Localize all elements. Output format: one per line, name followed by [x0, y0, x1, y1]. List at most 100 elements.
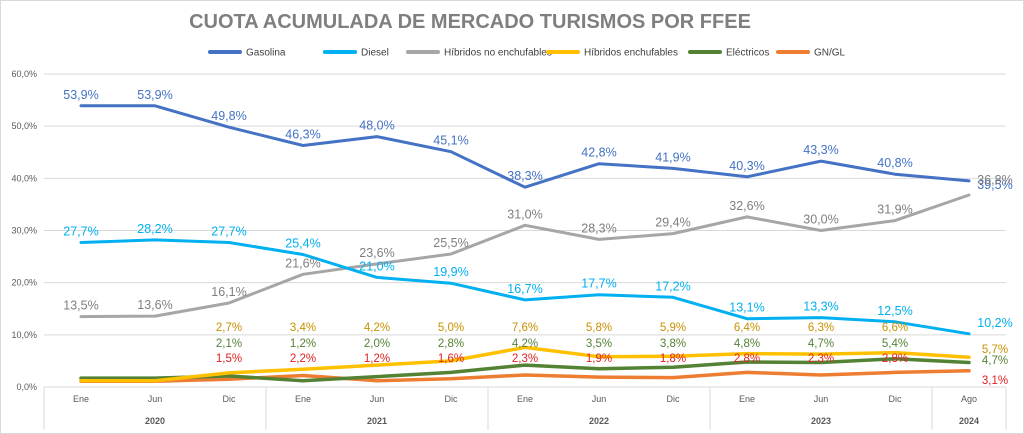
data-label: 28,2% — [137, 222, 172, 236]
x-tick-label: Ene — [73, 394, 89, 404]
data-label: 25,4% — [285, 236, 320, 250]
data-label: 36,8% — [977, 173, 1012, 187]
data-label: 1,2% — [290, 338, 316, 350]
data-label: 32,6% — [729, 199, 764, 213]
legend: Gasolina Diesel Híbridos no enchufables Híb… — [208, 48, 846, 59]
data-label: 4,7% — [982, 355, 1008, 367]
data-label: 6,6% — [882, 322, 908, 334]
x-tick-label: Ene — [739, 394, 755, 404]
data-label: 2,0% — [364, 338, 390, 350]
data-label: 1,2% — [364, 353, 390, 365]
data-labels: 53,9% 53,9% 49,8% 46,3% 48,0% 45,1% 38,3% 42,8%… — [63, 88, 1012, 387]
year-label: 2023 — [811, 416, 831, 426]
series-lines — [79, 104, 971, 384]
data-label: 41,9% — [655, 150, 690, 164]
data-label: 2,3% — [512, 353, 538, 365]
data-label: 5,4% — [882, 338, 908, 350]
data-label: 2,7% — [216, 322, 242, 334]
data-label: 13,3% — [803, 300, 838, 314]
legend-entry: Híbridos enchufables — [584, 48, 678, 59]
data-label: 38,3% — [507, 169, 542, 183]
data-label: 31,9% — [877, 203, 912, 217]
x-tick-label: Jun — [370, 394, 385, 404]
data-label: 1,6% — [438, 353, 464, 365]
data-label: 7,6% — [512, 322, 538, 334]
data-label: 19,9% — [433, 265, 468, 279]
year-label: 2021 — [367, 416, 387, 426]
data-label: 5,7% — [982, 344, 1008, 356]
data-label: 6,3% — [808, 322, 834, 334]
data-label: 31,0% — [507, 207, 542, 221]
data-label: 10,2% — [977, 316, 1012, 330]
data-label: 2,8% — [734, 353, 760, 365]
data-label: 4,8% — [734, 338, 760, 350]
data-label: 17,7% — [581, 277, 616, 291]
data-label: 53,9% — [63, 88, 98, 102]
data-label: 53,9% — [137, 88, 172, 102]
y-tick-label: 50,0% — [11, 121, 37, 131]
data-label: 39,5% — [977, 178, 1012, 192]
x-tick-label: Dic — [667, 394, 680, 404]
chart-title: CUOTA ACUMULADA DE MERCADO TURISMOS POR … — [189, 11, 751, 33]
data-label: 1,5% — [216, 353, 242, 365]
x-tick-label: Ene — [295, 394, 311, 404]
data-label: 2,1% — [216, 338, 242, 350]
data-label: 4,2% — [364, 322, 390, 334]
x-tick-label: Jun — [592, 394, 607, 404]
data-label: 13,5% — [63, 299, 98, 313]
data-label: 3,1% — [982, 375, 1008, 387]
data-label: 46,3% — [285, 127, 320, 141]
data-label: 13,1% — [729, 301, 764, 315]
x-tick-label: Dic — [445, 394, 458, 404]
data-label: 2,8% — [882, 353, 908, 365]
data-label: 1,9% — [586, 353, 612, 365]
data-label: 28,3% — [581, 221, 616, 235]
data-label: 17,2% — [655, 279, 690, 293]
data-label: 40,3% — [729, 159, 764, 173]
legend-entry: GN/GL — [814, 48, 846, 59]
series-line-el-ctricos — [79, 357, 971, 383]
x-tick-label: Jun — [814, 394, 829, 404]
x-axis: Ene Jun Dic Ene Jun Dic Ene Jun Dic Ene Jun Dic Ago 2… — [43, 386, 1007, 430]
data-label: 23,6% — [359, 246, 394, 260]
data-label: 25,5% — [433, 236, 468, 250]
data-label: 12,5% — [877, 304, 912, 318]
y-tick-label: 0,0% — [16, 382, 37, 392]
legend-entry: Diesel — [361, 48, 389, 59]
year-label: 2024 — [959, 416, 979, 426]
data-label: 4,7% — [808, 338, 834, 350]
x-tick-label: Ago — [961, 394, 977, 404]
y-tick-label: 30,0% — [11, 226, 37, 236]
data-label: 48,0% — [359, 119, 394, 133]
legend-entry: Gasolina — [246, 48, 286, 59]
data-label: 16,7% — [507, 282, 542, 296]
legend-entry: Híbridos no enchufables — [444, 48, 552, 59]
y-tick-label: 10,0% — [11, 330, 37, 340]
data-label: 27,7% — [63, 224, 98, 238]
y-tick-label: 40,0% — [11, 173, 37, 183]
data-label: 1,8% — [660, 353, 686, 365]
data-label: 2,3% — [808, 353, 834, 365]
data-label: 3,5% — [586, 338, 612, 350]
x-tick-label: Dic — [889, 394, 902, 404]
y-tick-label: 20,0% — [11, 278, 37, 288]
data-label: 21,0% — [359, 259, 394, 273]
data-label: 4,2% — [512, 338, 538, 350]
y-axis: 0,0% 10,0% 20,0% 30,0% 40,0% 50,0% 60,0% — [11, 69, 37, 392]
data-label: 13,6% — [137, 298, 172, 312]
data-label: 29,4% — [655, 216, 690, 230]
data-label: 30,0% — [803, 213, 838, 227]
data-label: 16,1% — [211, 285, 246, 299]
data-label: 21,6% — [285, 256, 320, 270]
data-label: 3,4% — [290, 322, 316, 334]
legend-entry: Eléctricos — [726, 48, 769, 59]
data-label: 43,3% — [803, 143, 838, 157]
data-label: 40,8% — [877, 156, 912, 170]
data-label: 49,8% — [211, 109, 246, 123]
y-tick-label: 60,0% — [11, 69, 37, 79]
data-label: 5,8% — [586, 322, 612, 334]
data-label: 27,7% — [211, 224, 246, 238]
data-label: 42,8% — [581, 146, 616, 160]
data-label: 5,9% — [660, 322, 686, 334]
